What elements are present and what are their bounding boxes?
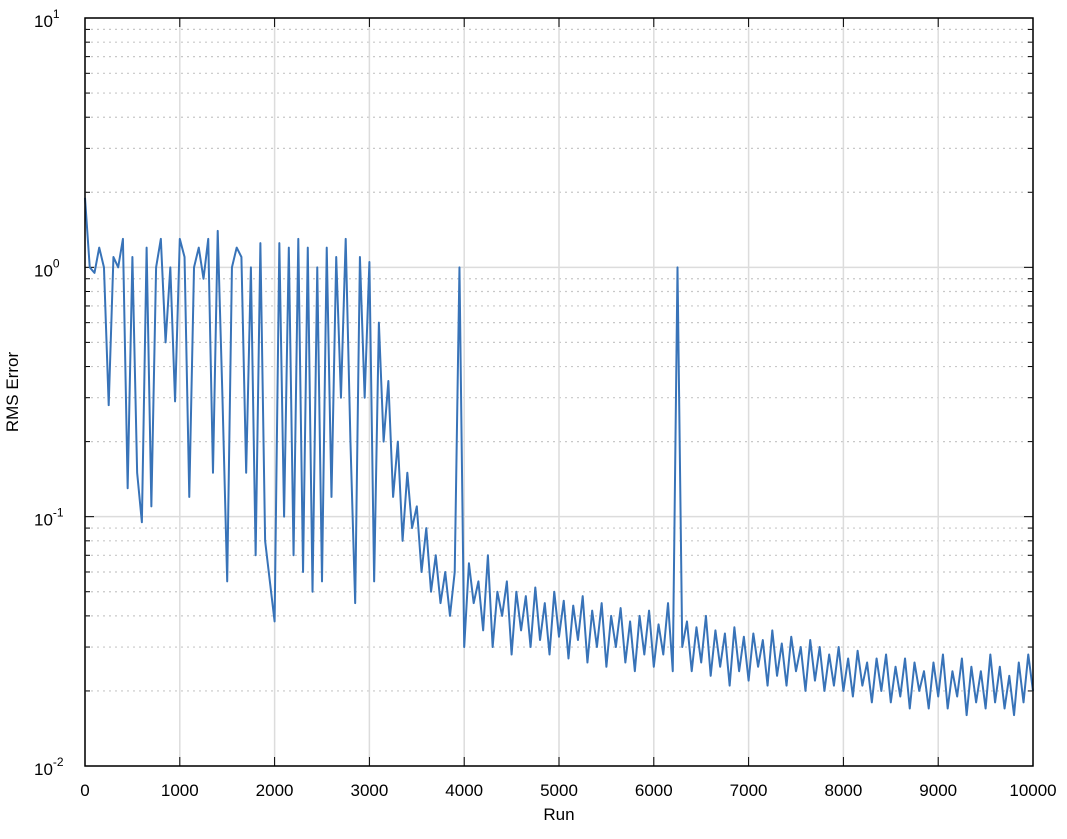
x-tick-label: 0 — [80, 781, 89, 800]
x-tick-label: 6000 — [635, 781, 673, 800]
y-tick-label: 10-1 — [34, 506, 64, 530]
y-axis-label: RMS Error — [3, 352, 22, 433]
x-axis-label: Run — [543, 805, 574, 824]
y-tick-base: 10 — [34, 12, 53, 31]
x-tick-label: 5000 — [540, 781, 578, 800]
y-tick-label: 101 — [34, 7, 60, 31]
data-line — [84, 197, 1034, 717]
x-tick-label: 1000 — [161, 781, 199, 800]
grid — [84, 17, 1034, 767]
y-tick-label: 100 — [34, 256, 60, 280]
x-tick-label: 7000 — [730, 781, 768, 800]
x-tick-label: 3000 — [350, 781, 388, 800]
y-tick-exponent: 0 — [53, 256, 60, 270]
y-tick-base: 10 — [34, 760, 53, 779]
x-tick-label: 4000 — [445, 781, 483, 800]
x-tick-label: 8000 — [824, 781, 862, 800]
y-tick-label: 10-2 — [34, 755, 64, 779]
y-tick-base: 10 — [34, 261, 53, 280]
x-tick-label: 10000 — [1009, 781, 1056, 800]
y-tick-exponent: 1 — [53, 7, 60, 21]
x-tick-label: 2000 — [256, 781, 294, 800]
y-tick-exponent: -2 — [53, 755, 64, 769]
x-tick-label: 9000 — [919, 781, 957, 800]
y-tick-exponent: -1 — [53, 506, 64, 520]
y-tick-base: 10 — [34, 511, 53, 530]
plot-frame — [84, 17, 1034, 767]
